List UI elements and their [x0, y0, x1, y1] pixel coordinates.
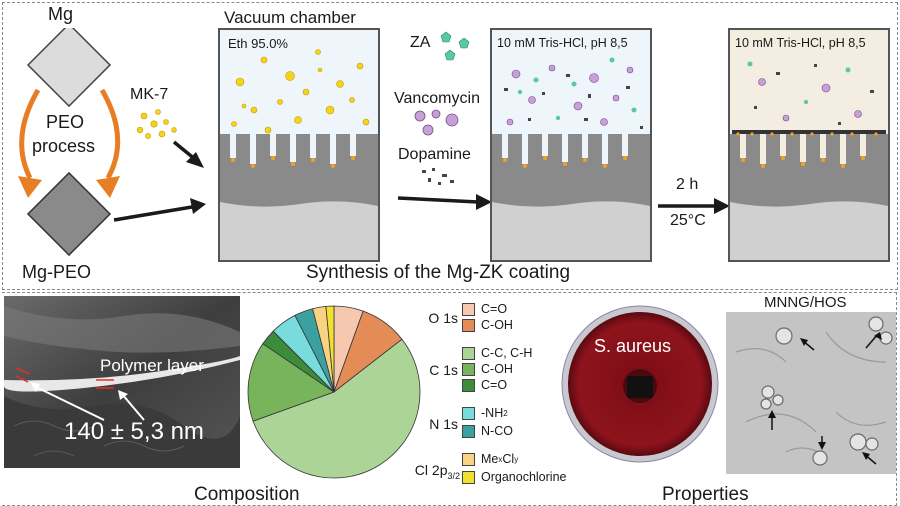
legend-item-c-coh: C-OH — [462, 362, 513, 376]
arrow-to-chamber2 — [397, 194, 492, 210]
legend-swatch — [462, 406, 475, 420]
petri-dish — [561, 305, 719, 463]
dopamine-particles — [422, 168, 454, 185]
peo-arrow-right — [99, 88, 121, 180]
dopamine-label: Dopamine — [398, 146, 471, 163]
legend-swatch — [462, 302, 475, 316]
za-particles — [440, 31, 470, 61]
mg-peo-substrate — [26, 171, 112, 257]
legend-item-cl-mecl: Me x Cl y — [462, 452, 518, 466]
reaction-chamber-1: 10 mM Tris-HCl, pH 8,5 — [490, 28, 652, 262]
thickness-label: 140 ± 5,3 nm — [64, 418, 204, 445]
mg-label: Mg — [48, 4, 74, 24]
legend-swatch — [462, 362, 475, 376]
vancomycin-label: Vancomycin — [394, 90, 480, 107]
mk7-particles — [136, 109, 204, 168]
legend-item-o-coh: C-OH — [462, 318, 513, 332]
legend-swatch — [462, 318, 475, 332]
legend-swatch — [462, 346, 475, 360]
legend-group-o1s: O 1s — [428, 310, 458, 326]
vacuum-chamber-title: Vacuum chamber — [224, 8, 356, 27]
mk7-label: MK-7 — [130, 86, 169, 103]
pie-slice-2 — [252, 338, 421, 479]
legend-group-n1s: N 1s — [429, 416, 458, 432]
eth-label: Eth 95.0% — [228, 36, 288, 51]
legend-group-cl: Cl 2p3/2 — [414, 462, 460, 481]
za-label: ZA — [410, 34, 431, 51]
legend-item-c-cc: C-C, C-H — [462, 346, 532, 360]
vancomycin-particles — [414, 109, 459, 136]
peo-arrow-left — [19, 88, 41, 180]
polymer-layer-label: Polymer layer — [100, 356, 204, 375]
properties-section-title: Properties — [662, 484, 749, 505]
time-label: 2 h — [676, 176, 699, 193]
legend-item-n-nh2: -NH 2 — [462, 406, 508, 420]
mg-substrate — [26, 28, 112, 108]
tris-label-1: 10 mM Tris-HCl, pH 8,5 — [497, 36, 628, 50]
peo-process-label-1: PEO — [46, 112, 85, 132]
sem-image: Polymer layer 140 ± 5,3 nm — [4, 296, 240, 468]
tris-label-2: 10 mM Tris-HCl, pH 8,5 — [735, 36, 866, 50]
arrow-to-chamber3 — [658, 198, 730, 214]
peo-process-label-2: process — [32, 136, 96, 156]
mg-peo-label: Mg-PEO — [22, 262, 92, 282]
legend-group-c1s: C 1s — [429, 362, 458, 378]
cells-label: MNNG/HOS — [764, 294, 847, 311]
legend-item-o-co: C=O — [462, 302, 507, 316]
legend-swatch — [462, 424, 475, 438]
temp-label: 25°C — [670, 212, 706, 229]
legend-swatch — [462, 378, 475, 392]
legend-swatch — [462, 470, 475, 484]
chamber3-contents — [730, 61, 888, 260]
legend-item-n-nco: N-CO — [462, 424, 513, 438]
chamber1-contents — [220, 49, 378, 260]
legend-item-c-co: C=O — [462, 378, 507, 392]
peo-process-diagram — [18, 28, 206, 257]
vacuum-chamber: Eth 95.0% — [218, 28, 380, 262]
composition-section-title: Composition — [194, 484, 300, 505]
cell-microscopy-image — [726, 312, 896, 474]
composition-pie-chart — [247, 305, 421, 479]
legend-item-cl-organo: Organochlorine — [462, 470, 566, 484]
synthesis-panel-frame — [2, 2, 898, 290]
chamber2-contents — [492, 57, 650, 260]
pie-slice-3 — [247, 343, 335, 422]
synthesis-section-title: Synthesis of the Mg-ZK coating — [306, 262, 571, 283]
bacteria-label: S. aureus — [594, 336, 672, 356]
arrow-to-chamber — [113, 204, 199, 222]
reaction-chamber-2: 10 mM Tris-HCl, pH 8,5 — [728, 28, 890, 262]
legend-swatch — [462, 452, 475, 466]
pie-slice-8 — [325, 305, 335, 393]
